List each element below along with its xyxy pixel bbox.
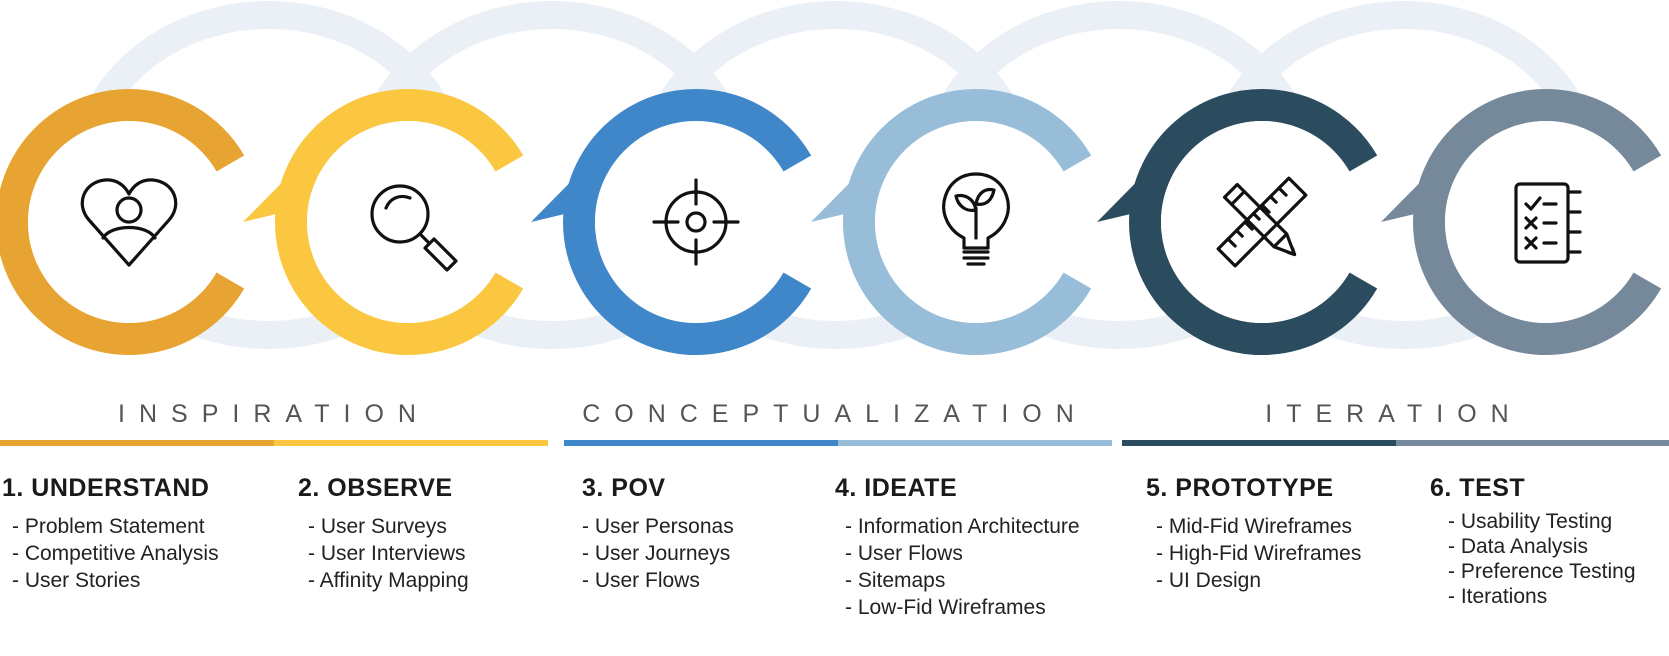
heart-user-icon bbox=[80, 178, 178, 267]
list-item: Data Analysis bbox=[1448, 534, 1636, 559]
step-pov: 3. POV User Personas User Journeys User … bbox=[582, 474, 734, 594]
ring-understand bbox=[0, 89, 245, 355]
ruler-pencil-icon bbox=[1216, 176, 1308, 268]
step-prototype: 5. PROTOTYPE Mid-Fid Wireframes High-Fid… bbox=[1146, 474, 1361, 594]
step-observe: 2. OBSERVE User Surveys User Interviews … bbox=[298, 474, 469, 594]
ring-center-pov bbox=[595, 121, 797, 323]
ring-tail-test bbox=[1381, 128, 1474, 222]
list-item: Problem Statement bbox=[12, 513, 219, 540]
step-rings bbox=[0, 89, 1662, 355]
list-item: User Interviews bbox=[308, 540, 469, 567]
ring-test bbox=[1413, 89, 1662, 355]
list-item: Competitive Analysis bbox=[12, 540, 219, 567]
step-title: 4. IDEATE bbox=[835, 474, 958, 502]
phase-bar-observe bbox=[274, 440, 548, 446]
ring-ideate bbox=[843, 89, 1092, 355]
ring-tail-ideate bbox=[811, 128, 904, 222]
step-items: Problem Statement Competitive Analysis U… bbox=[2, 513, 219, 594]
checklist-icon bbox=[1514, 182, 1582, 264]
ring-pov bbox=[563, 89, 812, 355]
ring-prototype bbox=[1129, 89, 1378, 355]
step-items: User Personas User Journeys User Flows bbox=[582, 513, 734, 594]
step-test: 6. TEST Usability Testing Data Analysis … bbox=[1430, 474, 1636, 609]
step-items: Information Architecture User Flows Site… bbox=[835, 513, 1080, 621]
step-title: 2. OBSERVE bbox=[298, 474, 453, 502]
list-item: UI Design bbox=[1156, 567, 1361, 594]
list-item: Information Architecture bbox=[845, 513, 1080, 540]
step-title: 6. TEST bbox=[1430, 474, 1526, 502]
list-item: User Journeys bbox=[582, 540, 734, 567]
phase-title-inspiration: INSPIRATION bbox=[118, 400, 430, 428]
list-item: Iterations bbox=[1448, 584, 1636, 609]
list-item: Sitemaps bbox=[845, 567, 1080, 594]
phase-bar-understand bbox=[0, 440, 274, 446]
ring-center-prototype bbox=[1161, 121, 1363, 323]
step-icons bbox=[80, 172, 1582, 272]
phase-bar-ideate bbox=[838, 440, 1112, 446]
list-item: User Flows bbox=[845, 540, 1080, 567]
list-item: High-Fid Wireframes bbox=[1156, 540, 1362, 567]
ring-observe bbox=[275, 89, 524, 355]
process-diagram bbox=[0, 1, 1662, 355]
step-ideate: 4. IDEATE Information Architecture User … bbox=[835, 474, 1080, 621]
ring-center-observe bbox=[307, 121, 509, 323]
magnifier-icon bbox=[370, 184, 458, 272]
phase-bar-prototype bbox=[1122, 440, 1396, 446]
phase-title-iteration: ITERATION bbox=[1265, 400, 1523, 428]
step-title: 1. UNDERSTAND bbox=[2, 474, 210, 502]
ring-tail-observe bbox=[243, 128, 336, 222]
list-item: User Flows bbox=[582, 567, 734, 594]
phase-bar-test bbox=[1396, 440, 1669, 446]
ring-tail-pov bbox=[531, 128, 624, 222]
step-title: 5. PROTOTYPE bbox=[1146, 474, 1334, 502]
list-item: Preference Testing bbox=[1448, 559, 1636, 584]
list-item: Mid-Fid Wireframes bbox=[1156, 513, 1361, 540]
phase-bar-pov bbox=[564, 440, 838, 446]
step-items: Usability Testing Data Analysis Preferen… bbox=[1430, 509, 1636, 609]
list-item: Affinity Mapping bbox=[308, 567, 469, 594]
list-item: Usability Testing bbox=[1448, 509, 1636, 534]
ring-tail-prototype bbox=[1097, 128, 1190, 222]
lightbulb-icon bbox=[942, 172, 1010, 266]
step-title: 3. POV bbox=[582, 474, 666, 502]
list-item: User Surveys bbox=[308, 513, 469, 540]
step-items: Mid-Fid Wireframes High-Fid Wireframes U… bbox=[1146, 513, 1362, 594]
phase-title-conceptualization: CONCEPTUALIZATION bbox=[582, 400, 1088, 428]
list-item: Low-Fid Wireframes bbox=[845, 594, 1080, 621]
list-item: User Stories bbox=[12, 567, 219, 594]
list-item: User Personas bbox=[582, 513, 734, 540]
step-items: User Surveys User Interviews Affinity Ma… bbox=[298, 513, 469, 594]
step-understand: 1. UNDERSTAND Problem Statement Competit… bbox=[2, 474, 219, 594]
target-icon bbox=[652, 178, 740, 266]
